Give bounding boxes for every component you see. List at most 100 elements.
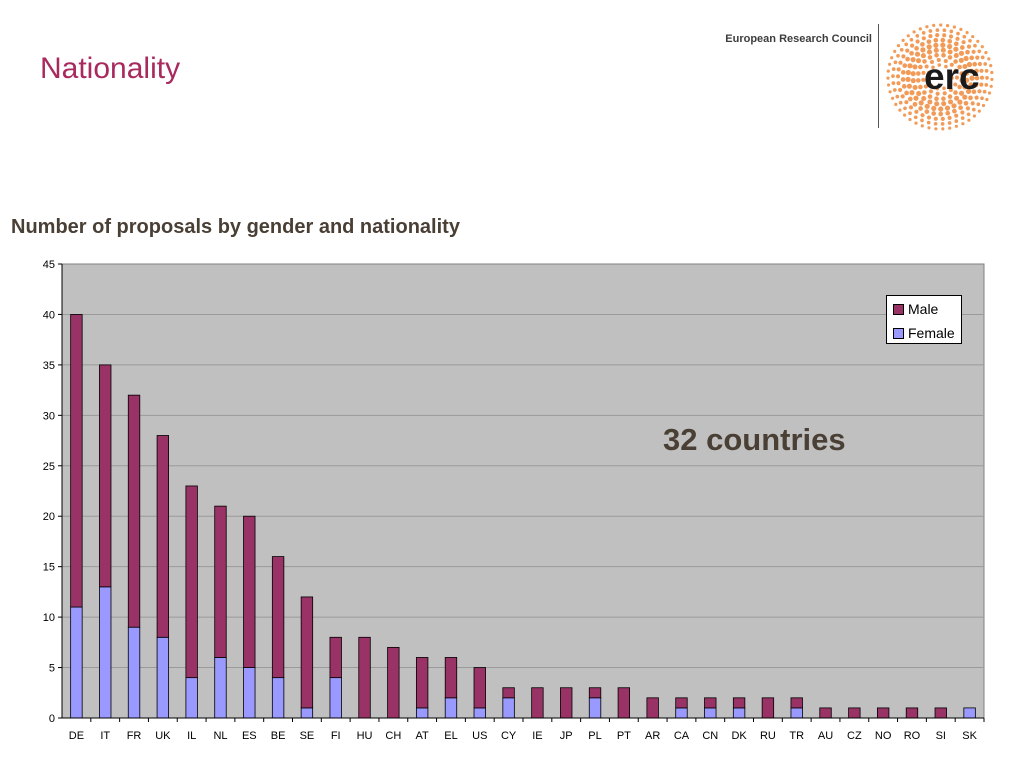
legend-swatch-female (893, 327, 904, 339)
logo-dot (962, 63, 968, 70)
logo-dot (926, 115, 932, 120)
logo-dot (948, 87, 953, 93)
x-tick-label: IT (100, 730, 110, 742)
logo-dot (942, 33, 947, 38)
logo-dot (985, 76, 989, 80)
bar-male-hu (358, 636, 371, 719)
logo-dot (971, 107, 976, 112)
logo-dot (906, 83, 912, 89)
logo-dot (977, 61, 982, 67)
logo-dot (924, 64, 929, 69)
logo-dot (984, 69, 989, 73)
logo-dot (983, 62, 988, 66)
logo-dot (890, 56, 894, 60)
logo-dot (980, 96, 984, 101)
y-tick-label: 15 (43, 562, 55, 574)
logo-dot (894, 102, 898, 106)
logo-dot (982, 89, 987, 94)
logo-dot (933, 42, 939, 48)
logo-dot (952, 108, 957, 114)
logo-dot (947, 94, 953, 99)
logo-dot (968, 38, 972, 43)
logo-dot (928, 34, 933, 39)
bar-female-uk (156, 636, 170, 719)
x-tick-label: UK (155, 730, 171, 742)
x-tick-label: ES (242, 730, 257, 742)
bar-female-el (444, 697, 458, 719)
logo-dot (940, 116, 945, 121)
logo-dot (946, 24, 950, 28)
chart-annotation: 32 countries (663, 422, 846, 457)
x-tick-label: SK (962, 730, 977, 742)
y-tick-label: 45 (43, 259, 55, 271)
logo-dot (947, 43, 953, 50)
logo-dot (947, 55, 953, 60)
legend-item-female: Female (893, 324, 955, 342)
logo-dot (887, 83, 891, 87)
logo-dot (957, 84, 962, 90)
logo-dot (924, 109, 930, 114)
bar-female-de (70, 606, 83, 719)
logo-dot (938, 106, 944, 112)
bar-male-cy (502, 687, 515, 699)
logo-dot (953, 59, 958, 64)
logo-dot (914, 51, 921, 57)
logo-dot (928, 89, 934, 94)
bar-male-de (70, 314, 83, 608)
logo-dot (942, 28, 947, 33)
x-tick-label: HU (357, 730, 373, 742)
bar-male-pl (588, 687, 602, 699)
logo-dot (896, 44, 901, 48)
logo-dot (901, 54, 906, 59)
logo-dot (934, 53, 939, 58)
logo-dot (910, 57, 916, 63)
x-tick-label: NL (213, 730, 227, 742)
logo-dot (900, 94, 905, 99)
logo-dot (914, 46, 919, 51)
logo-dot (968, 68, 975, 74)
logo-dot (903, 113, 907, 117)
bar-male-ar (646, 697, 659, 719)
logo-dot (926, 44, 932, 50)
y-tick-label: 20 (43, 511, 55, 523)
bar-male-ie (531, 687, 544, 719)
logo-dot (913, 115, 918, 120)
logo-dot (959, 45, 965, 50)
logo-dot (940, 37, 946, 43)
logo-dot (969, 55, 975, 61)
logo-dot (980, 45, 984, 49)
bar-male-us (473, 667, 486, 709)
x-tick-label: US (472, 730, 487, 742)
logo-dot (916, 71, 921, 76)
logo-dots (886, 23, 994, 131)
legend-label-female: Female (908, 325, 955, 341)
logo-dot (932, 23, 936, 27)
logo-dot (938, 111, 944, 117)
logo-dot (987, 57, 991, 61)
logo-dot (974, 68, 979, 74)
logo-dot (929, 59, 935, 65)
logo-dot (915, 39, 920, 44)
logo-dot (922, 59, 927, 64)
logo-dot (987, 91, 992, 95)
bar-female-ca (675, 707, 688, 719)
logo-dot (899, 47, 904, 52)
x-axis-ticks: DE IT FR UK IL NL ES BE SE FI HU CH AT EL US CY IE JP PL PT… (69, 718, 985, 742)
logo-dot (947, 49, 953, 55)
logo-dot (893, 49, 897, 53)
logo-dot (944, 105, 951, 111)
logo-dot (979, 82, 984, 87)
bar-male-be (271, 556, 285, 679)
bar-male-fr (127, 394, 141, 628)
logo-dot (916, 91, 922, 97)
logo-dot (952, 25, 956, 29)
logo-dot (966, 88, 972, 94)
bar-male-ch (387, 646, 400, 719)
logo-dot (941, 127, 945, 131)
page-title: Nationality (40, 52, 181, 85)
logo-dot (948, 34, 954, 39)
logo-dot (971, 49, 976, 54)
logo-dot (927, 99, 933, 105)
logo-dot (953, 68, 958, 73)
logo-dot (935, 33, 940, 38)
